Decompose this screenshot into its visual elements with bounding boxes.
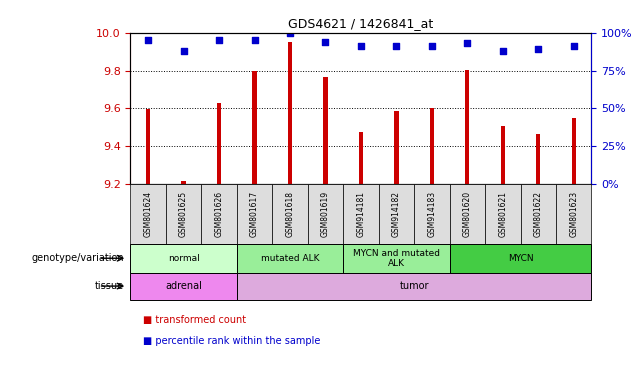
Point [249,37,259,43]
Text: GSM801620: GSM801620 [463,191,472,237]
Point [427,43,437,50]
Point [321,39,331,45]
Text: tissue: tissue [95,281,124,291]
Text: GSM801624: GSM801624 [144,191,153,237]
Text: GSM801622: GSM801622 [534,191,543,237]
Text: MYCN and mutated
ALK: MYCN and mutated ALK [353,248,440,268]
Point [214,37,224,43]
Text: normal: normal [168,254,200,263]
Text: GSM914182: GSM914182 [392,191,401,237]
Text: GSM914183: GSM914183 [427,191,436,237]
Text: GSM801618: GSM801618 [286,191,294,237]
Text: GSM801625: GSM801625 [179,191,188,237]
Bar [536,134,541,184]
Text: GSM801626: GSM801626 [214,191,223,237]
Point [391,43,401,50]
Bar [359,132,363,184]
Bar [288,42,292,184]
Point [356,43,366,50]
Text: GSM801617: GSM801617 [250,191,259,237]
Text: GSM801619: GSM801619 [321,191,330,237]
Text: ■ percentile rank within the sample: ■ percentile rank within the sample [143,336,321,346]
Bar [181,182,186,184]
Text: mutated ALK: mutated ALK [261,254,319,263]
Text: ■ transformed count: ■ transformed count [143,315,246,325]
Bar [501,126,505,184]
Text: GSM801623: GSM801623 [569,191,578,237]
Point [179,48,189,54]
Point [498,48,508,54]
Point [533,46,543,52]
Bar [394,111,399,184]
Bar [146,109,150,184]
Point [285,30,295,36]
Point [143,37,153,43]
Point [462,40,473,46]
Text: GSM914181: GSM914181 [356,191,366,237]
Text: MYCN: MYCN [508,254,534,263]
Bar [252,71,257,184]
Bar [217,103,221,184]
Title: GDS4621 / 1426841_at: GDS4621 / 1426841_at [288,17,434,30]
Text: GSM801621: GSM801621 [499,191,508,237]
Bar [430,108,434,184]
Bar [572,118,576,184]
Bar [323,77,328,184]
Point [569,43,579,50]
Bar [465,70,469,184]
Text: adrenal: adrenal [165,281,202,291]
Text: tumor: tumor [399,281,429,291]
Text: genotype/variation: genotype/variation [31,253,124,263]
